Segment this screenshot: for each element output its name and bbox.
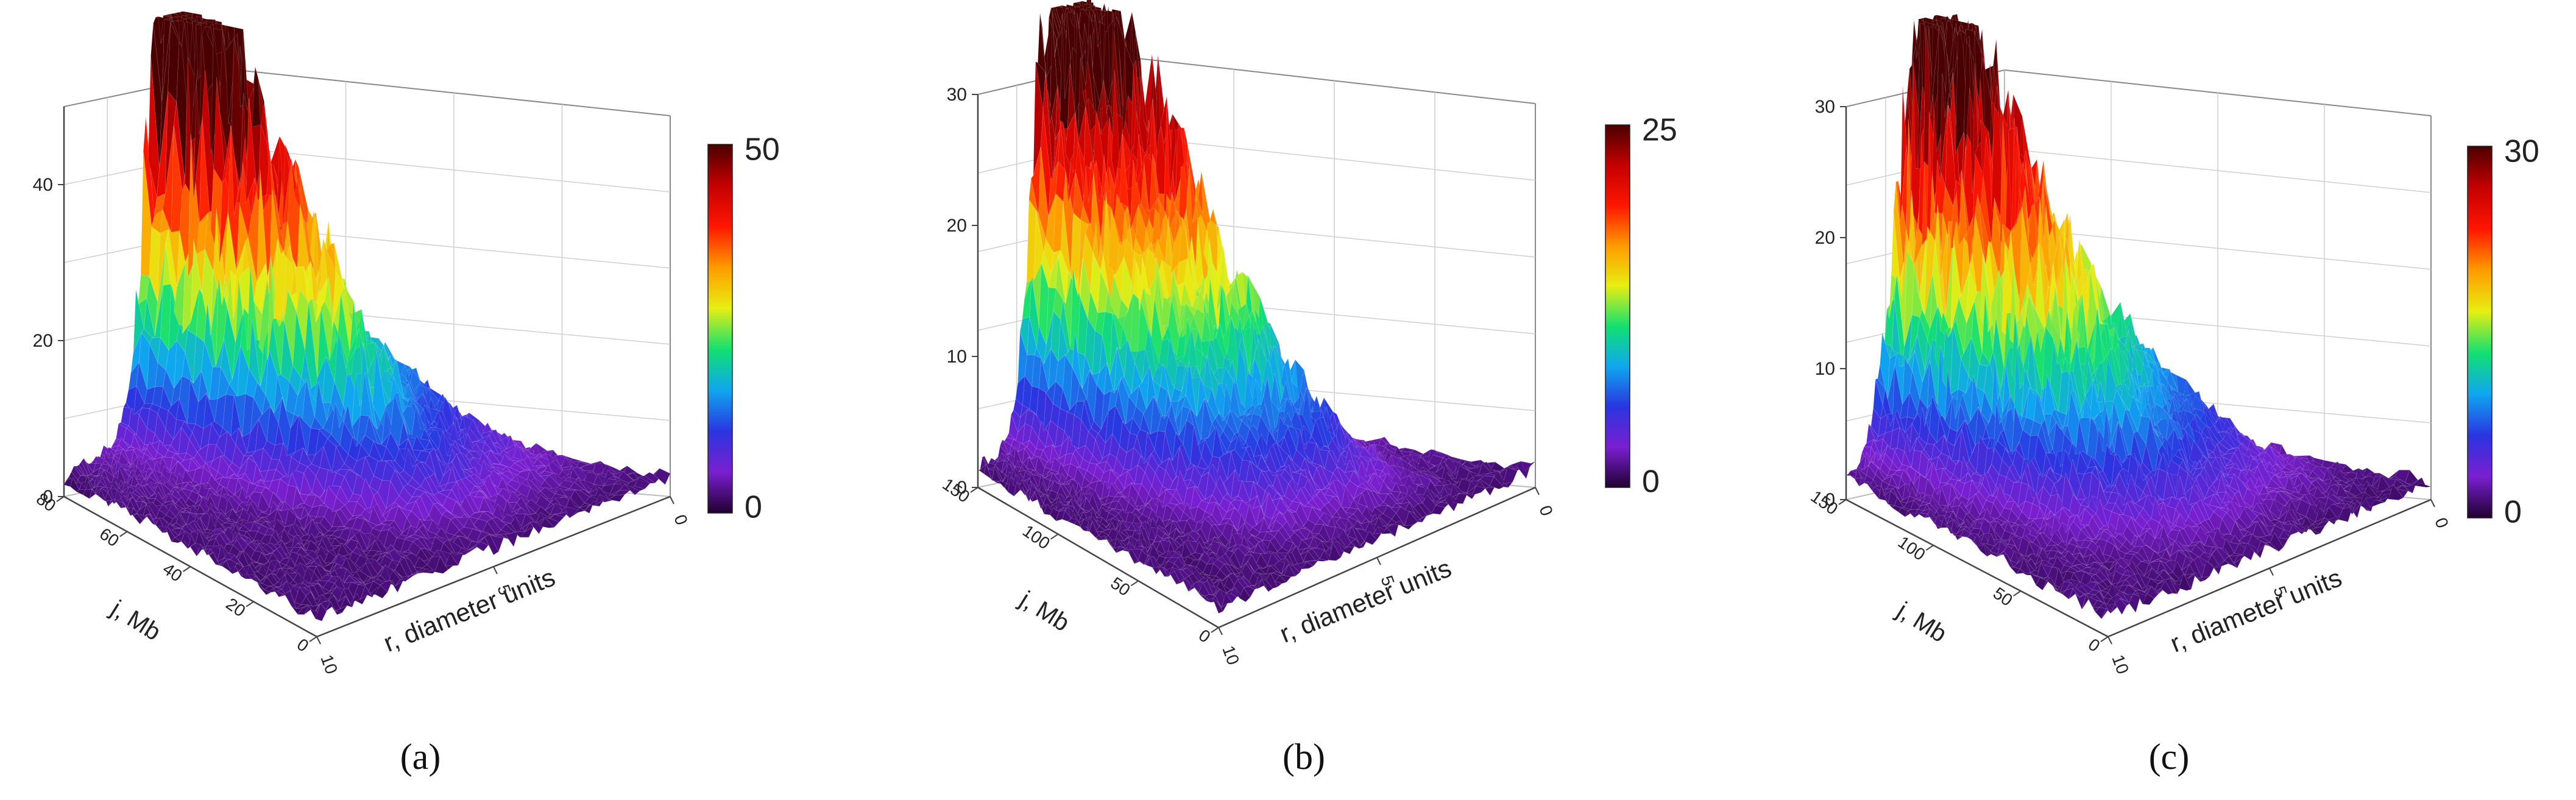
r-tick-mark xyxy=(1377,558,1381,565)
r-tick-mark xyxy=(670,497,674,504)
r-tick-label: 10 xyxy=(1219,643,1243,667)
surface-plot xyxy=(978,0,1535,614)
z-tick-label: 10 xyxy=(947,347,967,367)
j-tick-label: 20 xyxy=(222,594,249,620)
j-tick-label: 50 xyxy=(1107,573,1133,600)
colorbar-min-label: 0 xyxy=(745,490,762,525)
colorbar-max-label: 50 xyxy=(745,132,780,168)
j-axis-label: j, Mb xyxy=(1014,586,1074,637)
r-tick-mark xyxy=(1535,487,1539,495)
z-tick-label: 20 xyxy=(947,216,967,236)
colorbar: 50 0 xyxy=(708,132,780,525)
z-tick-label: 30 xyxy=(947,85,967,105)
r-tick-mark xyxy=(317,637,320,644)
j-tick-label: 60 xyxy=(96,524,122,550)
r-tick-label: 0 xyxy=(1535,503,1556,518)
j-tick-label: 150 xyxy=(939,475,973,506)
j-axis-label: j, Mb xyxy=(106,595,166,646)
r-tick-label: 0 xyxy=(670,512,691,527)
j-tick-label: 40 xyxy=(160,559,186,586)
r-tick-label: 10 xyxy=(317,652,341,676)
z-tick-label: 20 xyxy=(33,331,53,351)
j-tick-label: 80 xyxy=(33,489,59,515)
r-tick-mark xyxy=(494,567,497,574)
colorbar-gradient-bar xyxy=(708,144,732,513)
z-tick-label: 40 xyxy=(33,175,53,195)
j-tick-label: 100 xyxy=(1019,521,1053,553)
j-tick-label: 0 xyxy=(1195,626,1214,646)
r-tick-mark xyxy=(1219,628,1222,635)
j-tick-label: 0 xyxy=(294,635,313,656)
panel-caption: (a) xyxy=(400,737,441,777)
